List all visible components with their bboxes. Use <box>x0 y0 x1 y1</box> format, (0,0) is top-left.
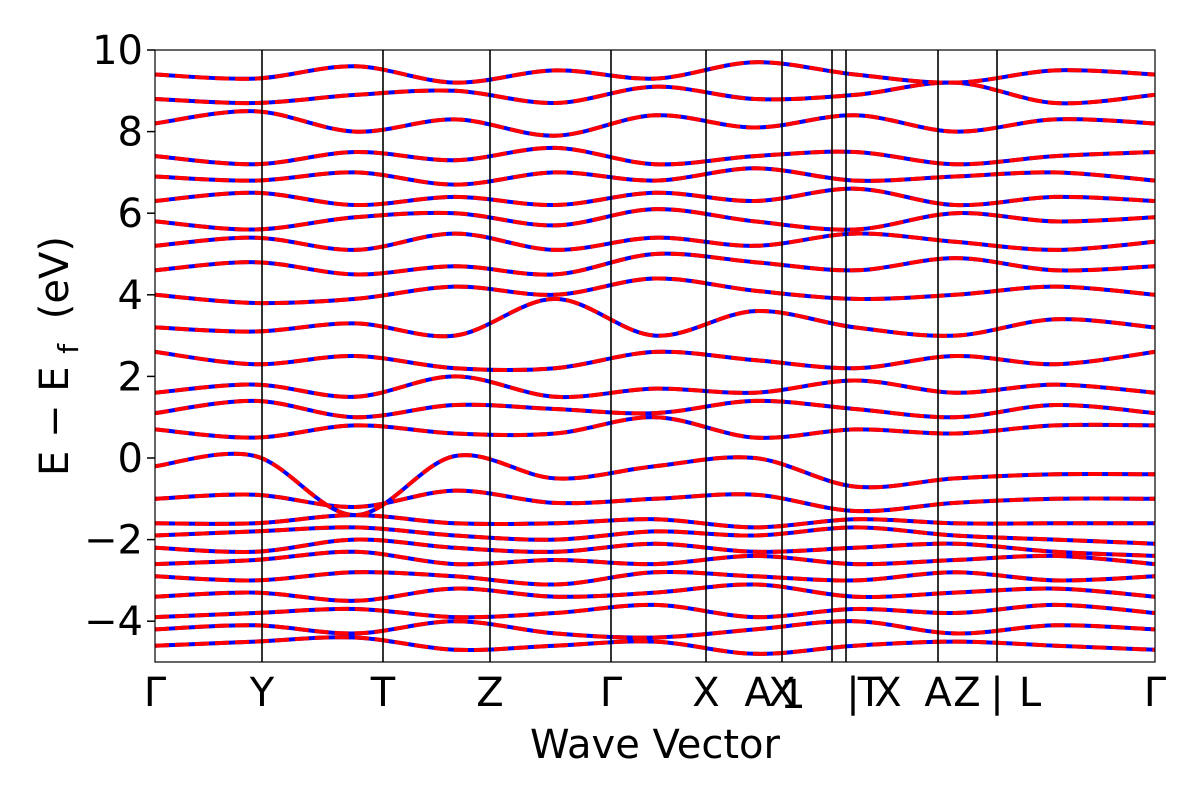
band-line-dashed <box>155 513 1155 530</box>
y-axis: −4 −2 0 2 4 6 8 10 <box>84 28 155 645</box>
y-tick-label: 2 <box>118 354 143 400</box>
x-tick-label: X <box>692 670 719 716</box>
high-symmetry-lines <box>261 50 998 662</box>
band-line-dashed <box>155 145 1155 167</box>
band-line-dashed <box>155 582 1155 603</box>
y-tick-label: 6 <box>118 191 143 237</box>
band-line-dashed <box>155 349 1155 373</box>
y-axis-title-subscript: f <box>52 343 85 354</box>
band-line-dashed <box>155 166 1155 187</box>
band-line-dashed <box>155 109 1155 138</box>
x-tick-label: Z <box>953 670 980 716</box>
band-line-dashed <box>155 569 1155 587</box>
band-line-dashed <box>155 549 1155 567</box>
x-tick-label: | <box>990 670 1003 716</box>
x-tick-label: Y <box>249 670 275 716</box>
x-tick-label: Γ <box>1144 670 1167 716</box>
band-line-dashed <box>155 602 1155 620</box>
y-axis-title: E − E f (eV) <box>32 236 88 476</box>
band-line-dashed <box>155 60 1155 85</box>
band-line-dashed <box>155 296 1155 339</box>
y-tick-label: 8 <box>118 110 143 156</box>
x-tick-label: A <box>744 670 772 716</box>
y-tick-label: −2 <box>84 518 143 564</box>
x-tick-label: X <box>768 670 795 716</box>
x-tick-label: | <box>846 670 859 716</box>
y-tick-label: 0 <box>118 436 143 482</box>
bands-layer <box>155 60 1155 656</box>
band-line-dashed <box>155 635 1155 656</box>
band-line-dashed <box>155 415 1155 440</box>
x-axis: Γ Y T Z Γ X AX1 |TX A Z | L Γ <box>144 670 1167 718</box>
y-axis-title-main: E − E <box>32 366 78 476</box>
y-tick-label: 10 <box>92 28 143 74</box>
band-line-dashed <box>155 537 1155 558</box>
y-tick-label: −4 <box>84 599 143 645</box>
x-tick-label: Γ <box>144 670 167 716</box>
band-line-dashed <box>155 207 1155 232</box>
band-line-dashed <box>155 525 1155 546</box>
x-tick-label: 1 <box>780 672 805 718</box>
x-tick-label: T <box>370 670 396 716</box>
band-line-dashed <box>155 251 1155 277</box>
band-line-dashed <box>155 398 1155 420</box>
x-tick-label: A <box>924 670 952 716</box>
x-tick-label: L <box>1019 670 1042 716</box>
x-axis-title: Wave Vector <box>530 722 781 768</box>
band-line-dashed <box>155 619 1155 640</box>
x-tick-label: T <box>857 670 883 716</box>
band-line-dashed <box>155 231 1155 252</box>
x-tick-label: Z <box>476 670 503 716</box>
band-line-dashed <box>155 276 1155 306</box>
plot-frame <box>154 49 1156 663</box>
band-line-dashed <box>155 80 1155 106</box>
y-axis-title-unit: (eV) <box>32 236 78 319</box>
y-tick-label: 4 <box>118 273 143 319</box>
band-line-dashed <box>155 374 1155 400</box>
x-tick-label: Γ <box>600 670 623 716</box>
band-line-dashed <box>155 186 1155 208</box>
band-line-dashed <box>155 451 1155 518</box>
x-tick-label: X <box>874 670 901 716</box>
